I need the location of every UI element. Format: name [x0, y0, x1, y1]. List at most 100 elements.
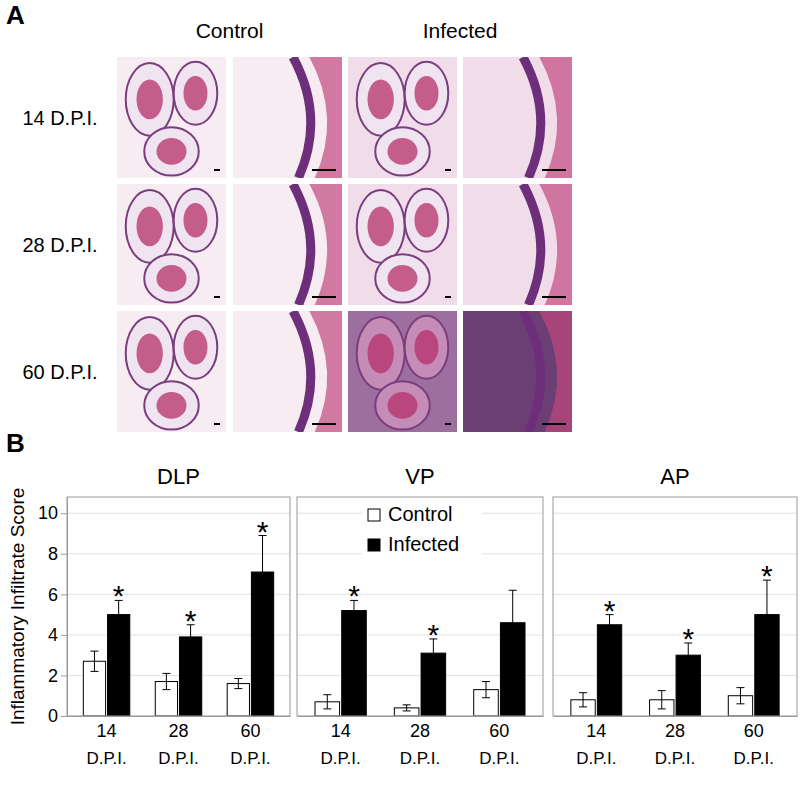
micrograph — [463, 184, 572, 305]
y-tick-mark — [61, 635, 67, 636]
scale-bar — [312, 169, 336, 171]
micrograph — [117, 311, 226, 432]
x-tick-label: 60 — [240, 721, 260, 741]
error-bar — [323, 695, 331, 709]
legend-swatch — [368, 509, 380, 521]
tissue-background — [233, 184, 342, 305]
tissue-background — [117, 184, 226, 305]
lumen — [309, 311, 342, 432]
y-tick-label: 2 — [48, 666, 58, 686]
micrograph — [117, 57, 226, 178]
scale-bar — [542, 169, 566, 171]
legend-background — [362, 501, 482, 567]
gland — [126, 63, 174, 136]
secretion — [183, 76, 207, 111]
y-tick: 0 — [48, 706, 67, 726]
grid-line — [553, 513, 797, 514]
plot-frame — [67, 497, 290, 716]
significance-marker: * — [604, 594, 616, 627]
error-bar — [90, 651, 98, 671]
gland — [144, 127, 199, 175]
significance-marker: * — [761, 559, 773, 592]
x-tick-label: 60 — [489, 721, 509, 741]
secretion — [368, 79, 394, 119]
gland — [174, 189, 218, 252]
scale-bar — [312, 296, 336, 298]
tissue-background — [348, 57, 457, 178]
y-tick-mark — [61, 675, 67, 676]
micrograph — [463, 311, 572, 432]
secretion — [183, 330, 207, 365]
secretion — [388, 265, 418, 292]
gland — [357, 317, 405, 390]
row-label: 28 D.P.I. — [22, 234, 97, 256]
significance-marker: * — [682, 622, 694, 655]
grid-line — [553, 594, 797, 595]
x-tick: 14 — [331, 716, 351, 741]
x-axis-line — [68, 716, 291, 717]
grid — [553, 513, 797, 716]
plot-marks — [571, 580, 779, 716]
x-tick: 28 — [410, 716, 430, 741]
x-axis-title: D.P.I. — [734, 749, 774, 768]
plot-marks — [315, 590, 525, 716]
chart: ***142860D.P.I.D.P.I.D.P.I.AP — [553, 464, 798, 768]
x-tick-label: 14 — [331, 721, 351, 741]
y-tick-label: 4 — [48, 625, 58, 645]
column-header: Infected — [423, 19, 498, 42]
x-tick-label: 60 — [744, 721, 764, 741]
significance-marker: * — [185, 604, 197, 637]
tissue-background — [463, 184, 572, 305]
secretion — [157, 138, 187, 165]
column-header: Control — [196, 19, 264, 42]
grid — [67, 513, 290, 716]
y-tick: 2 — [48, 666, 67, 686]
lumen — [309, 57, 342, 178]
x-axis-line — [298, 716, 544, 717]
row-label: 60 D.P.I. — [22, 361, 97, 383]
secretion — [368, 206, 394, 246]
lumen — [539, 184, 572, 305]
tissue-background — [233, 57, 342, 178]
grid-line — [297, 594, 543, 595]
row-label: 14 D.P.I. — [22, 107, 97, 129]
micrograph — [233, 311, 342, 432]
error-bar — [403, 705, 411, 711]
y-axis-title: Inflammatory Infiltrate Score — [7, 488, 28, 726]
y-tick-label: 0 — [48, 706, 58, 726]
micrograph — [348, 57, 457, 178]
micrograph — [233, 57, 342, 178]
bar — [597, 625, 621, 716]
error-bar — [509, 590, 517, 655]
legend-swatch — [368, 539, 380, 551]
x-tick-label: 28 — [168, 721, 188, 741]
secretion — [368, 333, 394, 373]
gland — [144, 254, 199, 302]
tissue-background — [463, 311, 572, 432]
grid-line — [67, 553, 290, 554]
x-axis-title: D.P.I. — [86, 749, 126, 768]
x-axis-title: D.P.I. — [320, 749, 360, 768]
x-axis: 14 28 60 — [554, 716, 798, 741]
x-tick-label: 14 — [586, 721, 606, 741]
epithelium — [293, 311, 311, 432]
secretion — [137, 79, 163, 119]
tissue-background — [117, 311, 226, 432]
panel-label: A — [6, 0, 25, 30]
tissue-background — [117, 57, 226, 178]
legend-label: Control — [388, 503, 452, 525]
x-tick-label: 28 — [665, 721, 685, 741]
legend: Control Infected — [362, 501, 482, 567]
epithelium — [293, 57, 311, 178]
y-tick: 8 — [48, 544, 67, 564]
significance-marker: * — [348, 579, 360, 612]
scale-bar — [445, 169, 451, 171]
bar — [342, 611, 367, 716]
x-tick: 14 — [97, 716, 117, 741]
secretion — [183, 203, 207, 238]
chart-title: DLP — [157, 464, 200, 489]
chart: **142860D.P.I.D.P.I.D.P.I.VPControlInfec… — [297, 464, 544, 768]
legend-label: Infected — [388, 533, 459, 555]
bar — [108, 615, 130, 716]
epithelium — [523, 184, 541, 305]
